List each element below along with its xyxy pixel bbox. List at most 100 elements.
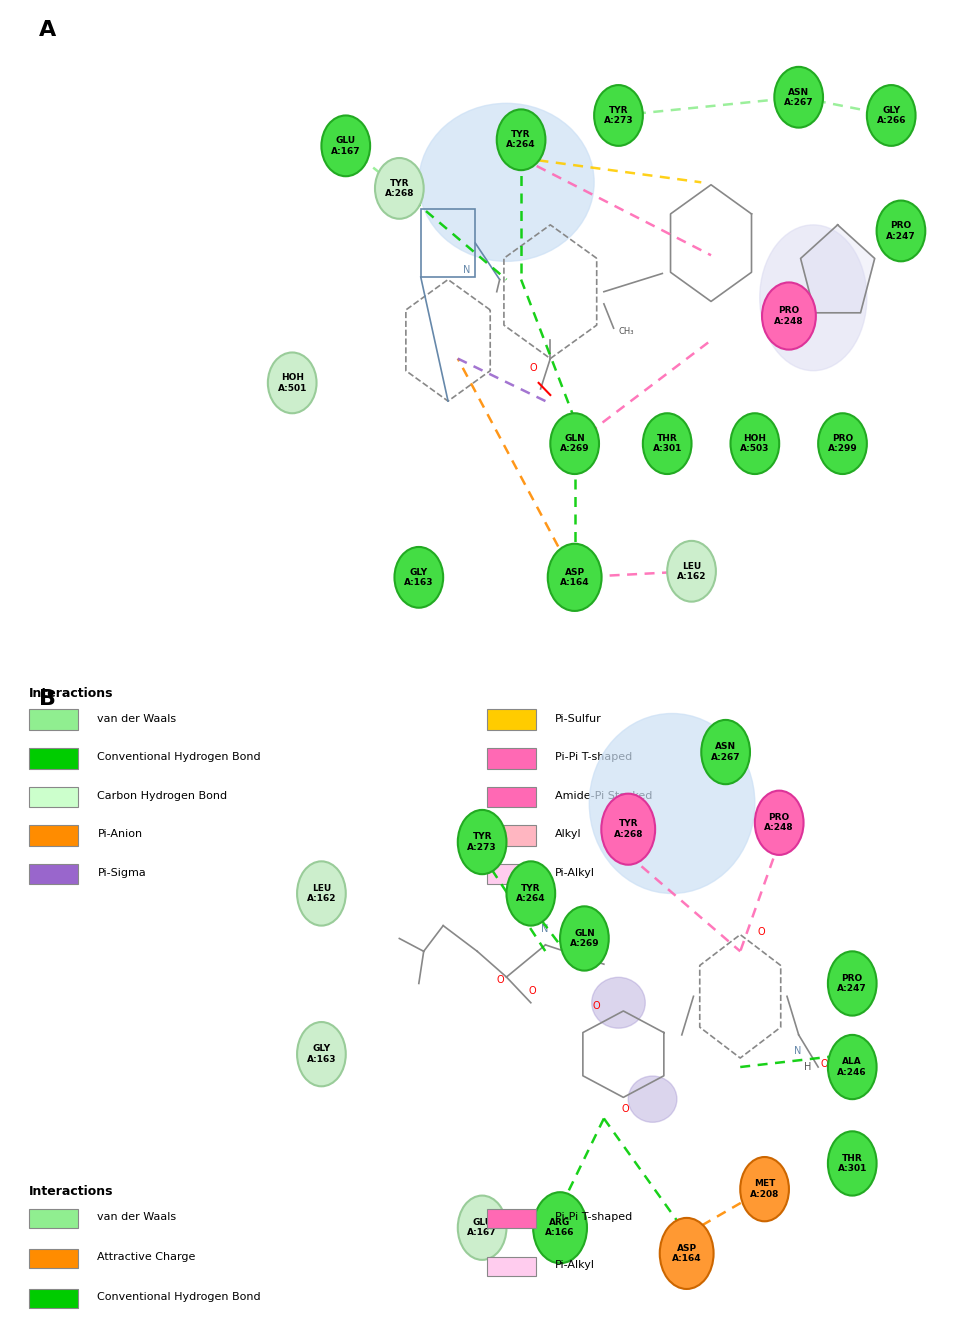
Circle shape [701,719,750,785]
Text: LEU
A:162: LEU A:162 [677,562,706,582]
Text: O: O [592,1001,600,1011]
Text: TYR
A:264: TYR A:264 [516,884,545,904]
Text: PRO
A:247: PRO A:247 [886,221,916,241]
Circle shape [667,541,716,602]
Text: A: A [39,20,56,40]
Circle shape [601,794,656,865]
Text: O: O [758,927,766,937]
Text: GLU
A:167: GLU A:167 [468,1218,497,1238]
Circle shape [321,115,370,176]
Circle shape [550,413,599,475]
Text: PRO
A:248: PRO A:248 [765,813,794,833]
Ellipse shape [589,714,755,893]
Text: Amide-Pi Stacked: Amide-Pi Stacked [555,790,653,801]
Text: O: O [529,985,537,996]
Text: LEU
A:162: LEU A:162 [307,884,336,904]
Text: N: N [794,1046,802,1056]
Circle shape [877,201,925,261]
Circle shape [828,952,877,1016]
Text: GLY
A:163: GLY A:163 [307,1044,336,1064]
Circle shape [867,86,916,146]
Text: H: H [804,1062,811,1071]
FancyBboxPatch shape [29,710,78,730]
Text: THR
A:301: THR A:301 [653,435,682,453]
Circle shape [533,1193,587,1263]
Text: TYR
A:273: TYR A:273 [604,106,633,126]
FancyBboxPatch shape [29,786,78,808]
Text: Pi-Pi T-shaped: Pi-Pi T-shaped [555,753,632,762]
Text: B: B [39,689,56,709]
FancyBboxPatch shape [29,749,78,769]
Text: Interactions: Interactions [29,687,114,699]
Text: CH₃: CH₃ [618,328,634,336]
Ellipse shape [419,103,594,261]
Circle shape [560,906,609,971]
Text: ALA
A:246: ALA A:246 [838,1058,867,1076]
Text: GLU
A:167: GLU A:167 [331,136,360,155]
Text: O: O [530,362,538,373]
Ellipse shape [628,1076,677,1122]
Circle shape [268,353,317,413]
Text: ASP
A:164: ASP A:164 [672,1243,701,1263]
Circle shape [818,413,867,475]
Circle shape [755,790,804,854]
Text: Pi-Sigma: Pi-Sigma [97,868,146,878]
Text: Pi-Pi T-shaped: Pi-Pi T-shaped [555,1211,632,1222]
Text: N: N [541,924,548,935]
Text: PRO
A:247: PRO A:247 [838,973,867,993]
Text: Pi-Alkyl: Pi-Alkyl [555,1259,595,1270]
Text: van der Waals: van der Waals [97,1211,176,1222]
Circle shape [659,1218,714,1289]
FancyBboxPatch shape [29,864,78,885]
Text: TYR
A:268: TYR A:268 [614,820,643,838]
Text: THR
A:301: THR A:301 [838,1154,867,1173]
FancyBboxPatch shape [487,786,536,808]
Text: Carbon Hydrogen Bond: Carbon Hydrogen Bond [97,790,228,801]
Text: ASN
A:267: ASN A:267 [784,87,813,107]
FancyBboxPatch shape [29,1209,78,1227]
Text: TYR
A:264: TYR A:264 [506,130,536,150]
Circle shape [506,861,555,925]
Text: Pi-Alkyl: Pi-Alkyl [555,868,595,878]
Text: ASN
A:267: ASN A:267 [711,742,740,762]
Text: HOH
A:501: HOH A:501 [278,373,307,393]
FancyBboxPatch shape [29,1289,78,1308]
Circle shape [828,1131,877,1195]
Text: van der Waals: van der Waals [97,714,176,723]
Circle shape [375,158,424,219]
Circle shape [643,413,692,475]
Text: GLY
A:163: GLY A:163 [404,568,433,587]
Circle shape [458,1195,506,1259]
Circle shape [547,544,602,611]
Text: N: N [463,266,470,275]
Text: GLN
A:269: GLN A:269 [570,929,599,948]
Text: Attractive Charge: Attractive Charge [97,1251,196,1262]
Circle shape [458,810,506,874]
Circle shape [828,1035,877,1099]
Ellipse shape [592,977,646,1028]
Text: GLN
A:269: GLN A:269 [560,435,589,453]
Text: ASP
A:164: ASP A:164 [560,568,589,587]
Text: GLY
A:266: GLY A:266 [877,106,906,126]
Text: HOH
A:503: HOH A:503 [740,435,769,453]
Circle shape [740,1157,789,1221]
FancyBboxPatch shape [29,825,78,846]
Circle shape [594,86,643,146]
Text: ARG
A:166: ARG A:166 [545,1218,575,1238]
Text: Pi-Sulfur: Pi-Sulfur [555,714,602,723]
Text: O: O [621,1104,629,1114]
Text: Conventional Hydrogen Bond: Conventional Hydrogen Bond [97,1292,261,1302]
FancyBboxPatch shape [487,825,536,846]
Text: Pi-Anion: Pi-Anion [97,829,142,840]
Text: TYR
A:273: TYR A:273 [468,833,497,852]
Text: O: O [497,976,505,985]
FancyBboxPatch shape [487,749,536,769]
Circle shape [394,547,443,608]
Text: PRO
A:248: PRO A:248 [774,306,804,326]
Text: TYR
A:268: TYR A:268 [385,179,414,198]
FancyBboxPatch shape [29,1249,78,1267]
Circle shape [297,1021,346,1086]
Polygon shape [801,225,875,313]
Circle shape [730,413,779,475]
FancyBboxPatch shape [487,864,536,885]
